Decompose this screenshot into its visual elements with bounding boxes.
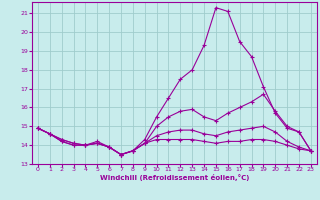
X-axis label: Windchill (Refroidissement éolien,°C): Windchill (Refroidissement éolien,°C) xyxy=(100,174,249,181)
